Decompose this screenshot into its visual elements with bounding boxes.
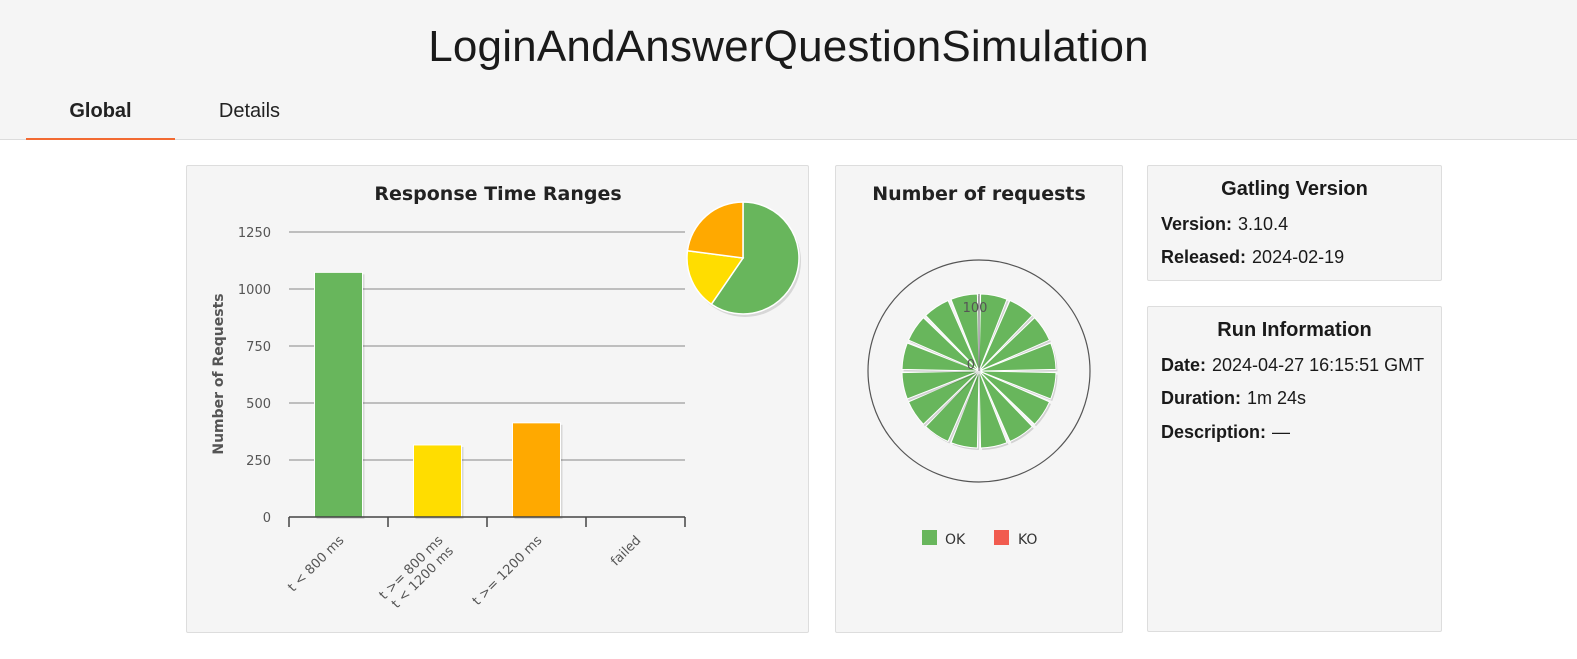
pie-slice[interactable] (686, 249, 745, 306)
polar-slice[interactable] (978, 370, 1051, 426)
tab-global[interactable]: Global (26, 100, 175, 140)
legend-item-ok[interactable]: OK (922, 530, 966, 548)
bar[interactable] (512, 422, 561, 518)
x-tick-label: t >= 800 mst < 1200 ms (377, 533, 457, 613)
polar-slice[interactable] (978, 316, 1051, 372)
gatling-version-panel: Gatling Version Version: 3.10.4 Released:… (1147, 165, 1442, 281)
x-tick-label: failed (608, 533, 644, 569)
y-tick-label: 1000 (238, 283, 271, 298)
panel-title: Gatling Version (1221, 178, 1368, 200)
y-axis-label: Number of Requests (211, 293, 227, 454)
description-label: Description: (1161, 422, 1267, 442)
description-value: — (1272, 422, 1291, 442)
polar-slice[interactable] (924, 370, 980, 443)
polar-slice[interactable] (907, 370, 980, 426)
polar-slice[interactable] (978, 293, 1008, 372)
legend-swatch (994, 530, 1009, 545)
tab-details[interactable]: Details (218, 100, 281, 122)
chart-title: Number of requests (872, 183, 1086, 205)
polar-slice[interactable] (950, 370, 980, 449)
response-time-ranges-chart: Response Time Ranges 025050075010001250 … (211, 183, 801, 613)
polar-outer-ring (867, 259, 1091, 483)
legend-item-ko[interactable]: KO (994, 530, 1037, 548)
run-information-panel: Run Information Date: 2024-04-27 16:15:51… (1147, 306, 1442, 632)
number-of-requests-panel: Number of requests 0 100 OK KO (835, 165, 1123, 633)
polar-slice[interactable] (950, 293, 980, 372)
bar[interactable] (413, 444, 462, 518)
duration-value: 1m 24s (1247, 388, 1307, 408)
number-of-requests-chart: Number of requests 0 100 OK KO (867, 183, 1091, 548)
polar-slice[interactable] (978, 370, 1034, 443)
x-tick-label: t < 800 ms (285, 533, 347, 595)
pie-slice[interactable] (710, 201, 800, 315)
response-time-ranges-panel: Response Time Ranges 0 250 500 750 1000 1250 … (186, 165, 809, 633)
polar-slice[interactable] (924, 299, 980, 372)
y-tick-label: 250 (246, 454, 271, 469)
y-tick-label: 0 (263, 511, 271, 526)
legend-label: KO (1018, 532, 1037, 548)
version-label: Version: (1161, 214, 1233, 234)
polar-slice[interactable] (901, 370, 980, 400)
date-label: Date: (1161, 355, 1207, 375)
page-title: LoginAndAnswerQuestionSimulation (428, 22, 1149, 71)
x-tick-label: t >= 1200 ms (470, 533, 546, 609)
radial-tick-label: 100 (963, 301, 988, 316)
pie-slice[interactable] (686, 201, 744, 259)
bar[interactable] (314, 271, 363, 518)
polar-slice[interactable] (978, 342, 1057, 372)
polar-slice[interactable] (978, 370, 1008, 449)
page-header: LoginAndAnswerQuestionSimulation Global … (0, 0, 1577, 140)
released-row: Released: 2024-02-19 (1161, 247, 1344, 268)
duration-row: Duration: 1m 24s (1161, 388, 1306, 409)
polar-slice[interactable] (907, 316, 980, 372)
version-row: Version: 3.10.4 (1161, 214, 1288, 235)
released-value: 2024-02-19 (1252, 247, 1345, 267)
released-label: Released: (1161, 247, 1247, 267)
y-tick-label: 1250 (238, 226, 271, 241)
description-row: Description: — (1161, 422, 1290, 443)
legend-swatch (922, 530, 937, 545)
date-value: 2024-04-27 16:15:51 GMT (1212, 355, 1425, 375)
date-row: Date: 2024-04-27 16:15:51 GMT (1161, 355, 1424, 376)
panel-title: Run Information (1217, 319, 1372, 341)
radial-tick-label: 0 (967, 358, 975, 373)
duration-label: Duration: (1161, 388, 1241, 408)
y-tick-label: 500 (246, 397, 271, 412)
polar-slice[interactable] (978, 299, 1034, 372)
polar-slice[interactable] (901, 342, 980, 372)
polar-slice[interactable] (978, 370, 1057, 400)
version-value: 3.10.4 (1238, 214, 1289, 234)
legend-label: OK (945, 532, 966, 548)
y-tick-label: 750 (246, 340, 271, 355)
chart-title: Response Time Ranges (374, 183, 621, 205)
chart-legend: OK KO (922, 530, 1037, 548)
